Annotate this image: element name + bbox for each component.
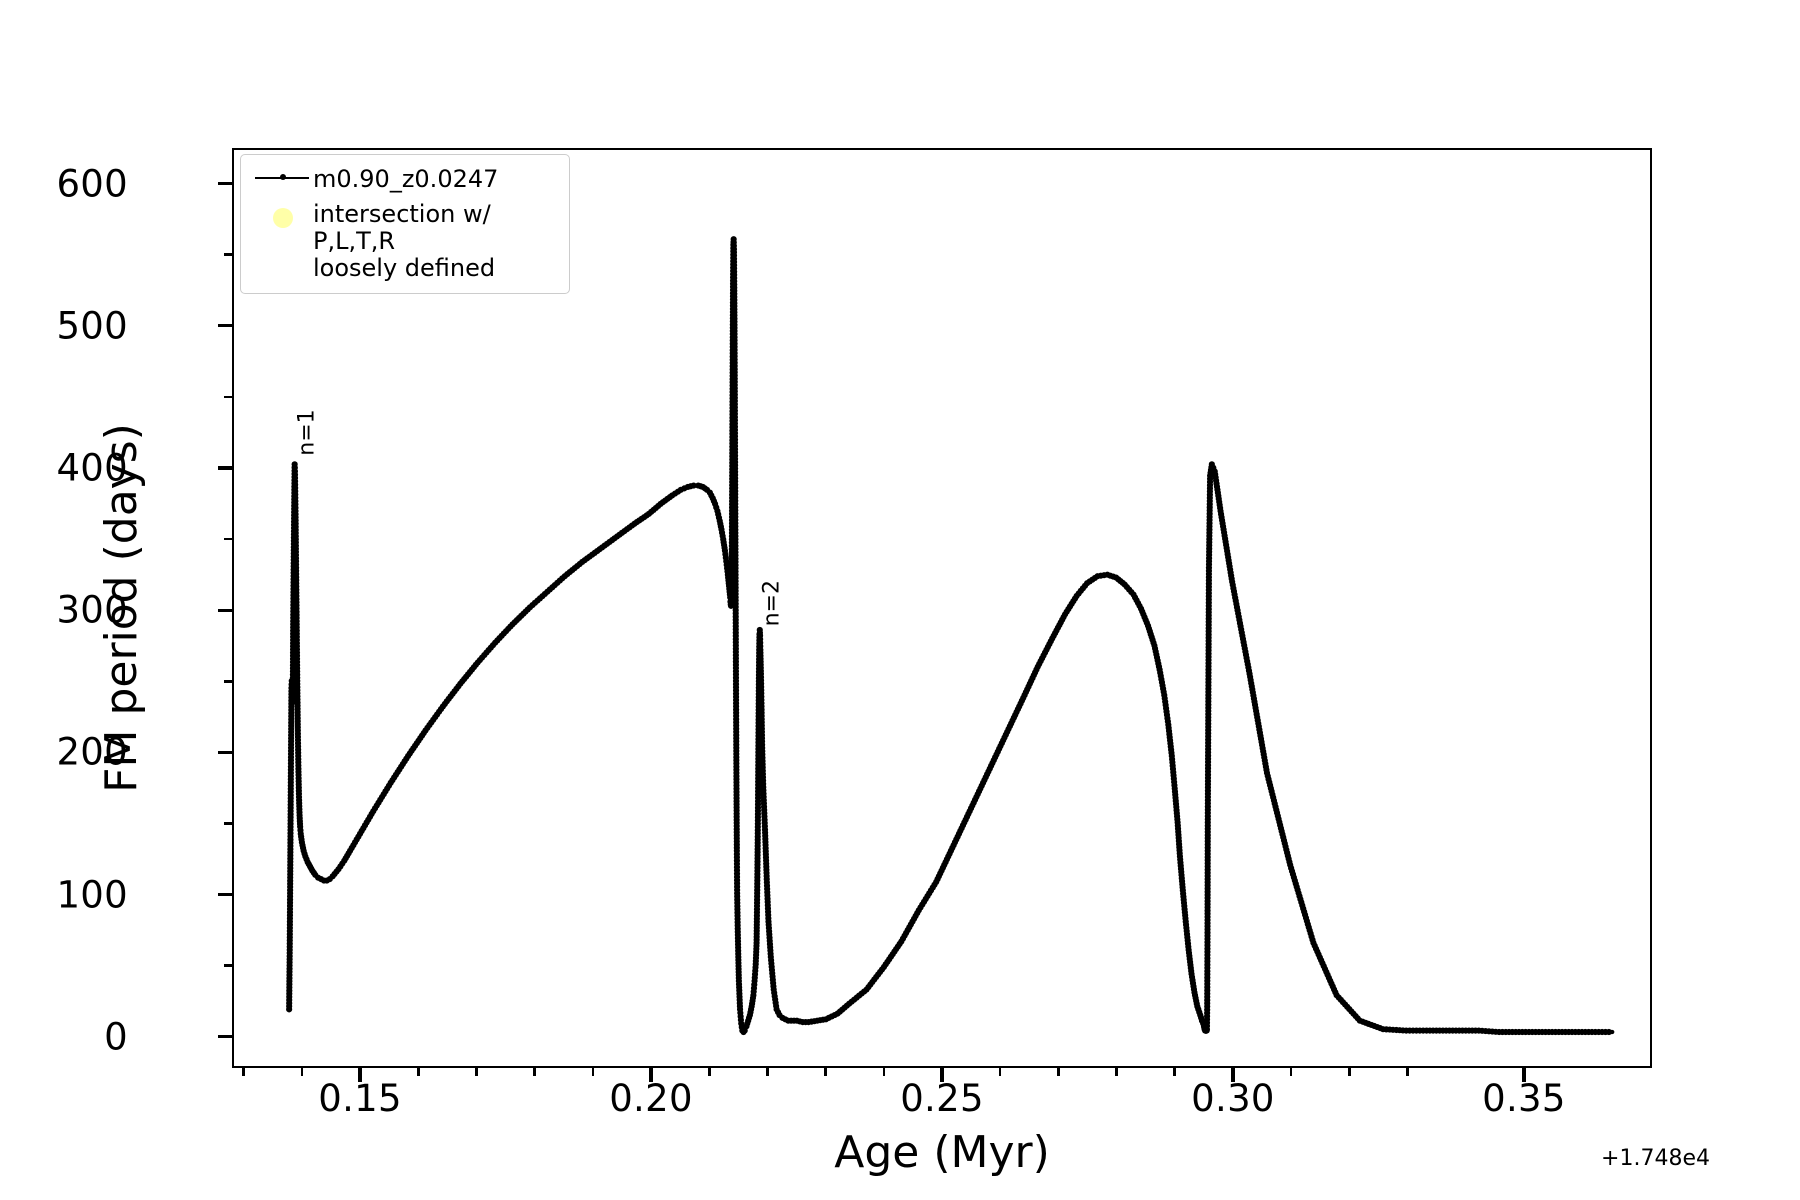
x-tick-label: 0.35 <box>1482 1077 1566 1120</box>
x-tick-mark-minor <box>300 1066 304 1076</box>
x-tick-mark-minor <box>242 1066 245 1076</box>
plot-axes-area: n=1 n=2 <box>232 148 1652 1068</box>
y-tick-label: 300 <box>56 588 128 632</box>
x-tick-mark <box>1231 1066 1235 1082</box>
legend-dot-handle <box>251 199 313 229</box>
legend-label-intersection: intersection w/ P,L,T,R loosely defined <box>313 200 496 283</box>
x-tick-mark <box>358 1066 362 1082</box>
y-tick-label: 200 <box>56 730 128 774</box>
y-tick-label: 500 <box>56 304 128 348</box>
y-tick-mark <box>218 324 234 328</box>
y-tick-mark <box>218 466 234 470</box>
x-tick-mark-minor <box>998 1066 1002 1076</box>
chart-legend: m0.90_z0.0247 intersection w/ P,L,T,R lo… <box>240 154 570 295</box>
y-tick-mark-minor <box>224 537 234 541</box>
y-tick-label: 600 <box>56 162 128 206</box>
legend-yellow-dot-icon <box>273 208 293 229</box>
legend-label-series: m0.90_z0.0247 <box>313 165 499 193</box>
x-tick-mark-minor <box>1348 1066 1351 1076</box>
y-tick-label: 100 <box>56 873 128 917</box>
data-line-series <box>286 236 1615 1036</box>
x-tick-mark-minor <box>1057 1066 1060 1076</box>
x-tick-label: 0.25 <box>900 1077 984 1120</box>
plot-annotation-label: n=1 <box>294 409 320 456</box>
plot-annotation-label: n=2 <box>759 580 785 627</box>
x-tick-mark <box>649 1066 653 1082</box>
y-tick-mark-minor <box>224 964 234 967</box>
x-tick-mark <box>1522 1066 1526 1082</box>
x-tick-mark <box>940 1066 944 1082</box>
x-tick-mark-minor <box>766 1066 769 1076</box>
x-tick-mark-minor <box>1289 1066 1293 1076</box>
y-tick-mark-minor <box>224 395 234 399</box>
x-axis-offset-text: +1.748e4 <box>1601 1146 1710 1171</box>
y-tick-mark <box>218 181 234 186</box>
y-tick-mark <box>218 608 234 612</box>
legend-entry-intersection[interactable]: intersection w/ P,L,T,R loosely defined <box>251 199 559 282</box>
y-tick-mark <box>218 892 234 897</box>
x-tick-label: 0.30 <box>1191 1077 1275 1120</box>
x-tick-mark-minor <box>1406 1066 1409 1076</box>
legend-entry-series[interactable]: m0.90_z0.0247 <box>251 164 559 193</box>
legend-marker-dot-icon <box>280 174 286 180</box>
series-markers <box>286 236 1612 1036</box>
x-tick-mark-minor <box>533 1066 536 1076</box>
y-tick-mark-minor <box>224 679 234 683</box>
y-tick-label: 400 <box>56 446 128 490</box>
y-tick-mark-minor <box>224 822 234 825</box>
x-tick-mark-minor <box>1115 1066 1118 1076</box>
x-tick-mark-minor <box>475 1066 478 1076</box>
y-tick-mark-minor <box>224 253 234 256</box>
x-tick-label: 0.20 <box>609 1077 693 1120</box>
series-line <box>287 237 1615 1035</box>
x-tick-label: 0.15 <box>318 1077 402 1120</box>
x-axis-label: Age (Myr) <box>834 1127 1050 1178</box>
x-tick-mark-minor <box>707 1066 711 1076</box>
y-tick-mark <box>218 1035 234 1039</box>
y-tick-mark <box>218 750 234 754</box>
x-tick-mark-minor <box>591 1066 595 1076</box>
x-tick-mark-minor <box>824 1066 827 1076</box>
y-tick-label: 0 <box>104 1015 128 1059</box>
x-tick-mark-minor <box>416 1066 420 1076</box>
x-tick-mark-minor <box>882 1066 886 1076</box>
x-tick-mark-minor <box>1173 1066 1177 1076</box>
legend-line-handle <box>251 164 313 192</box>
